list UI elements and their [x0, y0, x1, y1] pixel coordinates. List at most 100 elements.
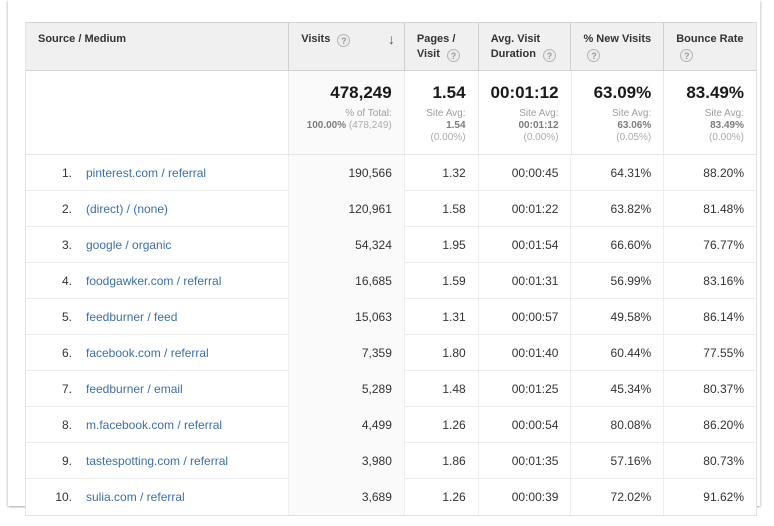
summary-visits: 478,249 % of Total: 100.00% (478,249) — [288, 71, 404, 154]
site-avg-paren: (0.00%) — [430, 132, 466, 143]
source-medium-link[interactable]: feedburner / email — [86, 381, 183, 396]
help-icon[interactable]: ? — [446, 49, 460, 62]
pages-visit-cell: 1.32 — [403, 154, 478, 191]
visits-total: 478,249 — [330, 83, 392, 102]
help-icon[interactable]: ? — [337, 34, 351, 47]
visits-cell: 16,685 — [288, 262, 404, 299]
visits-cell: 4,499 — [288, 406, 404, 443]
pages-visit-cell: 1.48 — [403, 370, 478, 407]
source-medium-cell: 9. tastespotting.com / referral — [26, 443, 288, 479]
source-medium-cell: 4. foodgawker.com / referral — [26, 263, 288, 299]
percent-of-total-label: % of Total: — [345, 108, 392, 119]
column-header-visits[interactable]: Visits ? ↓ — [288, 23, 404, 70]
table-row: 1. pinterest.com / referral 190,566 1.32… — [26, 154, 756, 191]
column-label: Pages / Visit — [416, 33, 456, 60]
site-avg-value: 83.49% — [710, 120, 744, 131]
site-avg-paren: (0.00%) — [708, 132, 744, 143]
bounce-rate-cell: 77.55% — [663, 334, 756, 371]
avg-duration-cell: 00:01:40 — [477, 334, 571, 371]
percent-of-total-value: 100.00% — [306, 120, 347, 131]
row-rank: 5. — [61, 309, 72, 324]
source-medium-link[interactable]: sulia.com / referral — [86, 490, 185, 504]
source-medium-link[interactable]: (direct) / (none) — [86, 201, 169, 216]
row-rank: 2. — [61, 201, 72, 216]
pages-visit-cell: 1.95 — [403, 226, 478, 263]
source-medium-cell: 3. google / organic — [26, 227, 288, 263]
site-avg-value: 63.06% — [617, 120, 652, 131]
source-medium-link[interactable]: facebook.com / referral — [86, 345, 209, 360]
avg-duration-cell: 00:00:45 — [477, 154, 571, 191]
visits-cell: 190,566 — [288, 154, 404, 191]
summary-new-visits: 63.09% Site Avg: 63.06% (0.05%) — [570, 71, 664, 154]
column-header-source-medium[interactable]: Source / Medium — [26, 23, 288, 70]
new-visits-cell: 60.44% — [570, 334, 663, 371]
site-avg-label: Site Avg: — [611, 108, 652, 119]
column-label: Visits — [301, 33, 331, 45]
column-label: Avg. Visit Duration — [490, 33, 541, 60]
column-header-bounce-rate[interactable]: Bounce Rate ? — [663, 23, 756, 70]
help-icon[interactable]: ? — [680, 49, 694, 62]
pages-visit-total: 1.54 — [432, 83, 466, 102]
table-row: 9. tastespotting.com / referral 3,980 1.… — [26, 442, 756, 479]
source-medium-link[interactable]: m.facebook.com / referral — [86, 417, 223, 432]
source-medium-cell: 10. sulia.com / referral — [26, 479, 288, 515]
row-rank: 8. — [61, 417, 72, 432]
avg-duration-cell: 00:00:39 — [477, 479, 571, 515]
table-header-row: Source / Medium Visits ? ↓ Pages / Visit… — [26, 22, 756, 71]
summary-pages-visit: 1.54 Site Avg: 1.54 (0.00%) — [403, 71, 478, 154]
pages-visit-cell: 1.26 — [403, 479, 478, 515]
source-medium-link[interactable]: feedburner / feed — [86, 309, 178, 324]
new-visits-cell: 45.34% — [570, 370, 663, 407]
row-rank: 10. — [55, 490, 72, 504]
site-avg-paren: (0.05%) — [616, 132, 652, 143]
percent-of-total-paren: (478,249) — [348, 120, 392, 131]
source-medium-cell: 8. m.facebook.com / referral — [26, 407, 288, 443]
help-icon[interactable]: ? — [587, 49, 601, 62]
table-row: 10. sulia.com / referral 3,689 1.26 00:0… — [26, 479, 756, 515]
table-body: 1. pinterest.com / referral 190,566 1.32… — [26, 154, 756, 515]
pages-visit-cell: 1.58 — [403, 190, 478, 227]
analytics-report-card: Source / Medium Visits ? ↓ Pages / Visit… — [8, 0, 760, 516]
site-avg-value: 1.54 — [446, 120, 466, 131]
column-label: Source / Medium — [38, 33, 127, 45]
column-label: % New Visits — [583, 33, 652, 45]
row-rank: 1. — [61, 165, 72, 180]
source-medium-link[interactable]: foodgawker.com / referral — [86, 273, 222, 288]
source-medium-cell: 6. facebook.com / referral — [26, 335, 288, 371]
column-label: Bounce Rate — [676, 33, 744, 45]
avg-duration-cell: 00:01:54 — [477, 226, 571, 263]
bounce-rate-cell: 88.20% — [663, 154, 756, 191]
source-medium-table: Source / Medium Visits ? ↓ Pages / Visit… — [25, 22, 757, 516]
row-rank: 3. — [61, 237, 72, 252]
new-visits-cell: 72.02% — [570, 479, 663, 515]
column-header-new-visits[interactable]: % New Visits ? — [570, 23, 663, 70]
sort-descending-icon[interactable]: ↓ — [387, 31, 395, 47]
source-medium-cell: 1. pinterest.com / referral — [26, 155, 288, 191]
summary-bounce-rate: 83.49% Site Avg: 83.49% (0.00%) — [663, 71, 756, 154]
source-medium-link[interactable]: pinterest.com / referral — [86, 165, 207, 180]
source-medium-link[interactable]: google / organic — [86, 237, 172, 252]
row-rank: 4. — [61, 273, 72, 288]
pages-visit-cell: 1.31 — [403, 298, 478, 335]
visits-cell: 3,980 — [288, 442, 404, 479]
avg-duration-cell: 00:01:22 — [477, 190, 571, 227]
source-medium-cell: 7. feedburner / email — [26, 371, 288, 407]
row-rank: 7. — [61, 381, 72, 396]
avg-duration-cell: 00:00:57 — [477, 298, 571, 335]
site-avg-paren: (0.00%) — [523, 132, 559, 143]
new-visits-cell: 63.82% — [570, 190, 663, 227]
source-medium-cell: 2. (direct) / (none) — [26, 191, 288, 227]
help-icon[interactable]: ? — [543, 49, 556, 62]
bounce-rate-cell: 76.77% — [663, 226, 756, 263]
pages-visit-cell: 1.86 — [403, 442, 478, 479]
table-row: 4. foodgawker.com / referral 16,685 1.59… — [26, 262, 756, 299]
bounce-rate-cell: 91.62% — [663, 479, 756, 515]
column-header-pages-visit[interactable]: Pages / Visit ? — [403, 23, 478, 70]
column-header-avg-visit-duration[interactable]: Avg. Visit Duration ? — [477, 23, 571, 70]
source-medium-link[interactable]: tastespotting.com / referral — [86, 453, 229, 468]
site-avg-label: Site Avg: — [426, 108, 466, 119]
table-row: 8. m.facebook.com / referral 4,499 1.26 … — [26, 406, 756, 443]
visits-cell: 15,063 — [288, 298, 404, 335]
bounce-rate-cell: 80.73% — [663, 442, 756, 479]
table-row: 3. google / organic 54,324 1.95 00:01:54… — [26, 226, 756, 263]
